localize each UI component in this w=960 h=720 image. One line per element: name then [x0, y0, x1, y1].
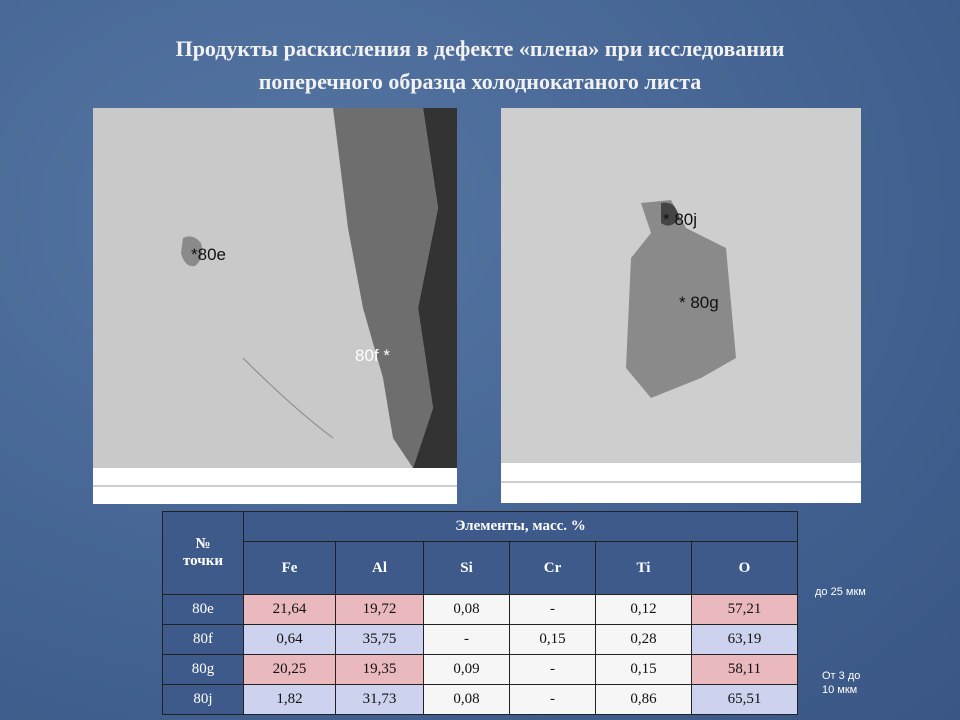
header-cell: Элементы, масс. %: [243, 511, 798, 542]
table-cell: 80f: [162, 624, 244, 655]
header-text: точки: [182, 553, 224, 569]
table-cell: 80g: [162, 654, 244, 685]
table-cell: 20,25: [243, 654, 336, 685]
header-row: Fe Al Si Cr Ti O: [163, 541, 798, 595]
table-row: 80j 1,82 31,73 0,08-0,86 65,51: [162, 684, 798, 715]
table-cell: -: [509, 654, 596, 685]
header-cell: Fe: [243, 541, 336, 595]
table-cell: 0,86: [595, 684, 692, 715]
composition-table: № точки Элементы, масс. % Fe Al Si Cr Ti O 80e 21,…: [162, 511, 798, 715]
table-cell: 63,19: [691, 624, 798, 655]
table-cell: 57,21: [691, 594, 798, 625]
point-label: * 80g: [679, 293, 719, 312]
header-row: № точки Элементы, масс. %: [162, 511, 798, 595]
table-cell: 0,09: [423, 654, 510, 685]
title-line: поперечного образца холоднокатаного лист…: [258, 69, 702, 94]
note-line: 10 мкм: [822, 684, 858, 696]
table-cell: 35,75: [335, 624, 424, 655]
table-cell: 80j: [162, 684, 244, 715]
table-row: 80f 0,64 35,75-0,15 0,28 63,19: [162, 624, 798, 655]
table-row: 80e 21,64 19,72 0,08-0,12 57,21: [162, 594, 798, 625]
table-cell: 0,64: [243, 624, 336, 655]
table-cell: 58,11: [691, 654, 798, 685]
point-label: *80e: [191, 245, 226, 264]
sem-image: *80e 80f *: [93, 108, 457, 504]
note-line: От 3 до: [822, 670, 861, 682]
slide-title: Продукты раскисления в дефекте «плена» п…: [0, 32, 960, 98]
table-cell: 19,72: [335, 594, 424, 625]
point-label: 80f *: [355, 346, 390, 365]
header-cell: Al: [335, 541, 424, 595]
table-cell: 0,08: [423, 594, 510, 625]
table-cell: 1,82: [243, 684, 336, 715]
sem-image: * 80j * 80g: [501, 108, 861, 503]
table-cell: -: [509, 594, 596, 625]
table-cell: 0,12: [595, 594, 692, 625]
table-cell: -: [423, 624, 510, 655]
point-label: * 80j: [663, 210, 697, 229]
note-line: до 25 мкм: [815, 586, 866, 598]
header-cell: Cr: [509, 541, 596, 595]
header-cell: Si: [423, 541, 510, 595]
title-line: Продукты раскисления в дефекте «плена» п…: [175, 36, 785, 61]
header-cell: № точки: [162, 511, 244, 595]
table-cell: 0,15: [509, 624, 596, 655]
table-cell: 31,73: [335, 684, 424, 715]
note: до 25 мкм: [815, 585, 866, 599]
note: От 3 до 10 мкм: [822, 669, 860, 697]
table-cell: 65,51: [691, 684, 798, 715]
header-text: №: [195, 536, 211, 552]
header-cell: O: [691, 541, 798, 595]
table-row: 80g 20,25 19,35 0,09-0,15 58,11: [162, 654, 798, 685]
header-cell: Ti: [595, 541, 692, 595]
table-cell: 0,15: [595, 654, 692, 685]
table-cell: 80e: [162, 594, 244, 625]
table-cell: 19,35: [335, 654, 424, 685]
table-cell: 21,64: [243, 594, 336, 625]
table-cell: 0,28: [595, 624, 692, 655]
table-cell: 0,08: [423, 684, 510, 715]
table-cell: -: [509, 684, 596, 715]
